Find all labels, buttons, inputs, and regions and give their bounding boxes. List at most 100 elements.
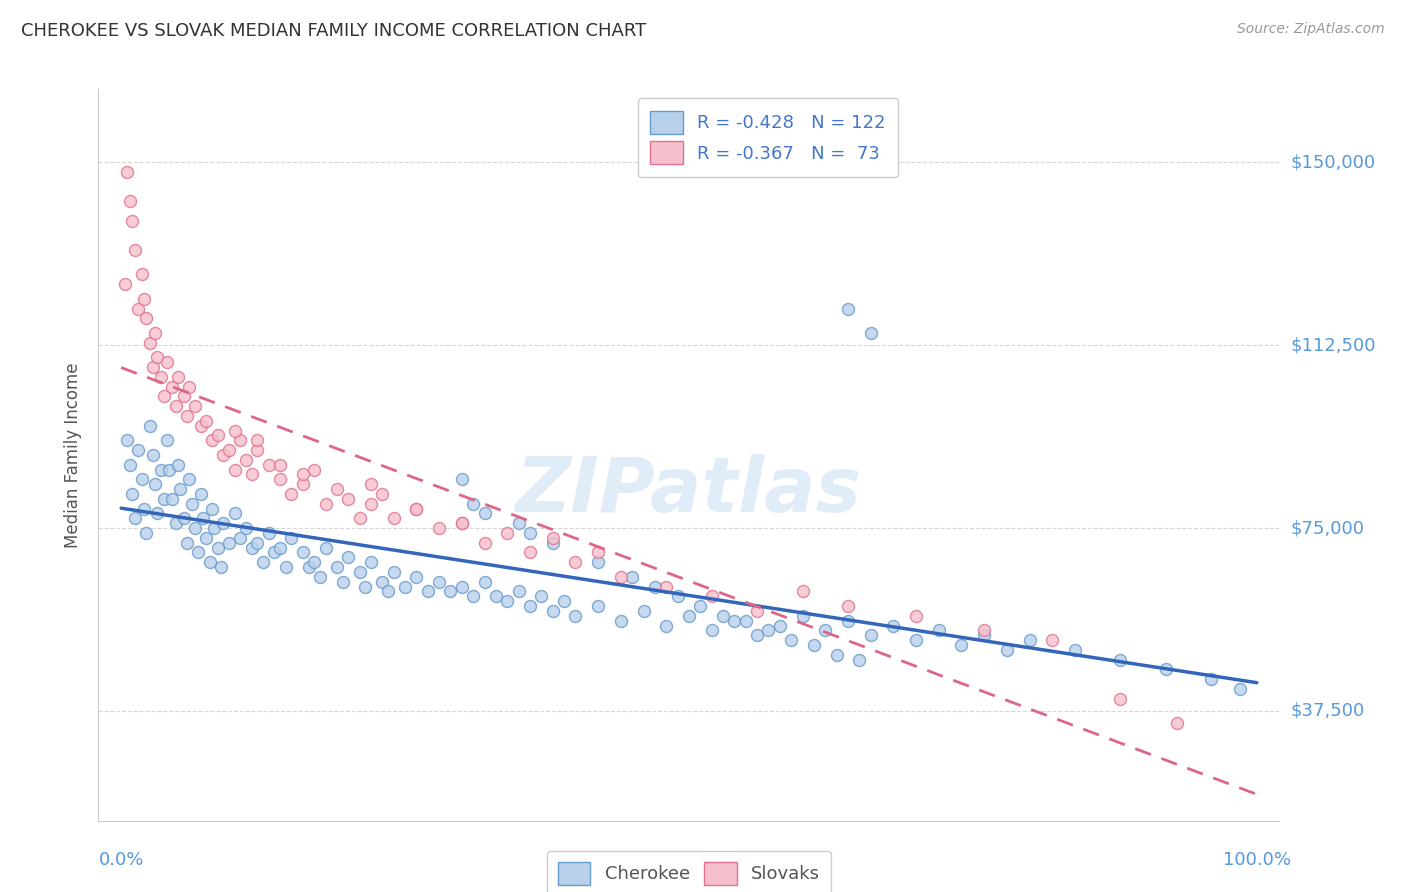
Point bbox=[803, 638, 825, 652]
Point bbox=[780, 633, 803, 648]
Point bbox=[121, 214, 143, 228]
Point bbox=[950, 638, 973, 652]
Point bbox=[882, 618, 904, 632]
Point bbox=[184, 399, 207, 413]
Text: Source: ZipAtlas.com: Source: ZipAtlas.com bbox=[1237, 22, 1385, 37]
Text: ZIPatlas: ZIPatlas bbox=[516, 455, 862, 528]
Point bbox=[541, 604, 564, 618]
Point bbox=[246, 443, 269, 458]
Point bbox=[195, 531, 218, 545]
Point bbox=[474, 507, 496, 521]
Point bbox=[837, 301, 859, 316]
Point bbox=[302, 555, 325, 569]
Point bbox=[700, 624, 723, 638]
Point bbox=[496, 525, 519, 540]
Text: CHEROKEE VS SLOVAK MEDIAN FAMILY INCOME CORRELATION CHART: CHEROKEE VS SLOVAK MEDIAN FAMILY INCOME … bbox=[21, 22, 647, 40]
Point bbox=[1109, 691, 1132, 706]
Point bbox=[405, 501, 427, 516]
Point bbox=[928, 624, 950, 638]
Point bbox=[162, 379, 183, 393]
Point bbox=[257, 458, 280, 472]
Point bbox=[621, 570, 644, 584]
Point bbox=[1018, 633, 1040, 648]
Point bbox=[332, 574, 354, 589]
Point bbox=[734, 614, 756, 628]
Point bbox=[127, 443, 149, 458]
Point bbox=[115, 165, 138, 179]
Point bbox=[269, 541, 291, 555]
Point bbox=[207, 428, 229, 442]
Point bbox=[496, 594, 519, 608]
Point bbox=[173, 389, 195, 403]
Point bbox=[519, 525, 541, 540]
Text: $37,500: $37,500 bbox=[1291, 702, 1365, 720]
Point bbox=[198, 555, 221, 569]
Point bbox=[235, 452, 257, 467]
Point bbox=[142, 360, 165, 375]
Point bbox=[905, 633, 928, 648]
Point bbox=[291, 477, 314, 491]
Point bbox=[541, 535, 564, 549]
Point bbox=[360, 555, 382, 569]
Legend: Cherokee, Slovaks: Cherokee, Slovaks bbox=[547, 851, 831, 892]
Point bbox=[508, 584, 530, 599]
Point bbox=[354, 580, 377, 594]
Point bbox=[450, 472, 472, 486]
Point bbox=[792, 584, 814, 599]
Point bbox=[169, 482, 191, 496]
Point bbox=[135, 311, 157, 326]
Point bbox=[246, 434, 269, 448]
Point bbox=[463, 497, 485, 511]
Point bbox=[1229, 681, 1251, 696]
Point bbox=[257, 525, 280, 540]
Point bbox=[131, 472, 153, 486]
Point bbox=[814, 624, 837, 638]
Point bbox=[155, 355, 177, 369]
Point bbox=[678, 608, 700, 623]
Point bbox=[240, 467, 263, 482]
Point bbox=[382, 565, 405, 579]
Point bbox=[326, 560, 349, 574]
Point bbox=[666, 590, 689, 604]
Point bbox=[124, 243, 146, 257]
Point bbox=[463, 590, 485, 604]
Point bbox=[302, 462, 325, 476]
Point bbox=[146, 351, 169, 365]
Point bbox=[235, 521, 257, 535]
Text: $150,000: $150,000 bbox=[1291, 153, 1375, 171]
Point bbox=[120, 458, 142, 472]
Point bbox=[212, 516, 235, 531]
Point bbox=[655, 580, 678, 594]
Point bbox=[167, 458, 190, 472]
Point bbox=[180, 497, 202, 511]
Point bbox=[263, 545, 285, 559]
Point bbox=[758, 624, 780, 638]
Y-axis label: Median Family Income: Median Family Income bbox=[65, 362, 83, 548]
Point bbox=[135, 525, 157, 540]
Point bbox=[269, 472, 291, 486]
Point bbox=[132, 501, 155, 516]
Point bbox=[252, 555, 274, 569]
Point bbox=[315, 541, 337, 555]
Point bbox=[349, 565, 371, 579]
Point bbox=[157, 462, 180, 476]
Point bbox=[337, 550, 360, 565]
Point bbox=[224, 462, 246, 476]
Point bbox=[416, 584, 439, 599]
Point bbox=[427, 521, 450, 535]
Point bbox=[377, 584, 399, 599]
Point bbox=[209, 560, 232, 574]
Point bbox=[120, 194, 142, 209]
Point bbox=[201, 501, 224, 516]
Point bbox=[138, 418, 160, 433]
Point bbox=[274, 560, 297, 574]
Point bbox=[114, 277, 136, 292]
Point bbox=[700, 590, 723, 604]
Point bbox=[564, 555, 586, 569]
Point bbox=[190, 418, 212, 433]
Point bbox=[1201, 672, 1223, 686]
Point bbox=[179, 472, 201, 486]
Point bbox=[689, 599, 711, 613]
Point bbox=[610, 614, 633, 628]
Point bbox=[337, 491, 360, 506]
